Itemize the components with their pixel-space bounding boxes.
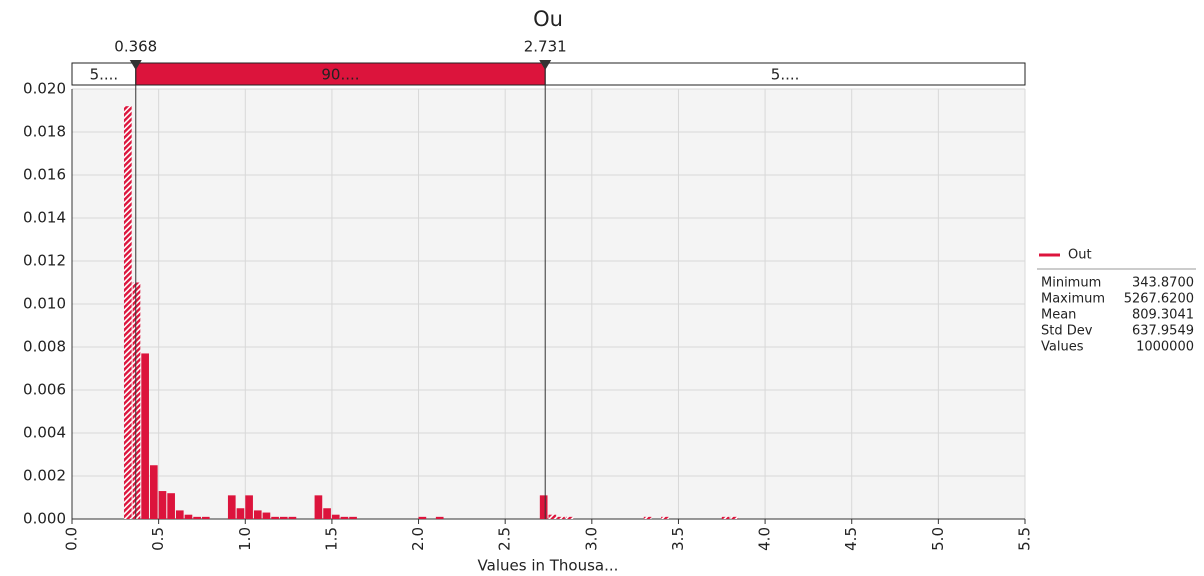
- delimiter-marker: [539, 60, 552, 70]
- y-tick-label: 0.000: [23, 510, 66, 528]
- stat-name: Values: [1041, 340, 1084, 355]
- stat-value: 637.9549: [1132, 324, 1194, 339]
- bar: [262, 512, 271, 519]
- x-tick-label: 5.0: [929, 527, 947, 551]
- chart-title: Ou: [533, 7, 563, 31]
- bar: [271, 516, 279, 519]
- y-tick-label: 0.002: [23, 467, 66, 485]
- x-tick-label: 0.5: [149, 527, 167, 551]
- x-tick-label: 2.5: [496, 527, 514, 551]
- bar: [279, 516, 288, 519]
- bar: [340, 516, 349, 519]
- bar: [548, 514, 557, 519]
- bar: [643, 516, 652, 519]
- bar: [193, 516, 201, 519]
- bar: [557, 516, 565, 519]
- x-tick-label: 1.5: [322, 527, 340, 551]
- stat-name: Minimum: [1041, 276, 1101, 291]
- bar: [201, 516, 210, 519]
- x-tick-label: 5.5: [1016, 527, 1034, 551]
- y-tick-label: 0.008: [23, 338, 66, 356]
- legend-label: Out: [1068, 248, 1092, 263]
- bar: [184, 514, 193, 519]
- bar: [565, 516, 574, 519]
- bar: [158, 491, 167, 519]
- x-tick-label: 3.5: [669, 527, 687, 551]
- region-label: 5....: [90, 66, 119, 84]
- region-label: 90....: [321, 66, 359, 84]
- bar: [288, 516, 297, 519]
- bar: [331, 514, 340, 519]
- x-tick-label: 1.0: [236, 527, 254, 551]
- delimiter-label: 2.731: [524, 38, 567, 56]
- delimiter-label: 0.368: [114, 38, 157, 56]
- stat-value: 1000000: [1136, 340, 1194, 355]
- x-tick-label: 0.0: [63, 527, 81, 551]
- bar: [661, 516, 669, 519]
- bar: [323, 508, 331, 519]
- region-label: 5....: [771, 66, 800, 84]
- bar: [418, 516, 427, 519]
- bar: [349, 516, 357, 519]
- delimiter-marker: [129, 60, 142, 70]
- stat-value: 5267.6200: [1124, 292, 1194, 307]
- bar: [314, 495, 323, 519]
- bar: [539, 495, 548, 519]
- x-axis-label: Values in Thousa...: [478, 557, 619, 575]
- bar: [175, 510, 184, 519]
- y-tick-label: 0.018: [23, 123, 66, 141]
- x-tick-label: 4.0: [756, 527, 774, 551]
- y-tick-label: 0.014: [23, 209, 66, 227]
- bar: [730, 516, 739, 519]
- bar: [149, 465, 158, 519]
- bar: [132, 282, 141, 519]
- y-tick-label: 0.012: [23, 252, 66, 270]
- bar: [227, 495, 236, 519]
- y-tick-label: 0.016: [23, 166, 66, 184]
- bar: [721, 516, 730, 519]
- stat-name: Mean: [1041, 308, 1076, 323]
- bar: [167, 493, 175, 519]
- bar: [236, 508, 245, 519]
- bar: [245, 495, 253, 519]
- bar: [141, 353, 149, 519]
- y-tick-label: 0.004: [23, 424, 66, 442]
- bar: [435, 516, 444, 519]
- stat-value: 343.8700: [1132, 276, 1194, 291]
- stat-name: Maximum: [1041, 292, 1105, 307]
- bar: [253, 510, 262, 519]
- y-tick-label: 0.020: [23, 80, 66, 98]
- stat-name: Std Dev: [1041, 324, 1093, 339]
- stat-value: 809.3041: [1132, 308, 1194, 323]
- bar: [123, 106, 132, 519]
- y-tick-label: 0.010: [23, 295, 66, 313]
- y-tick-label: 0.006: [23, 381, 66, 399]
- x-tick-label: 2.0: [409, 527, 427, 551]
- x-tick-label: 4.5: [842, 527, 860, 551]
- x-tick-label: 3.0: [582, 527, 600, 551]
